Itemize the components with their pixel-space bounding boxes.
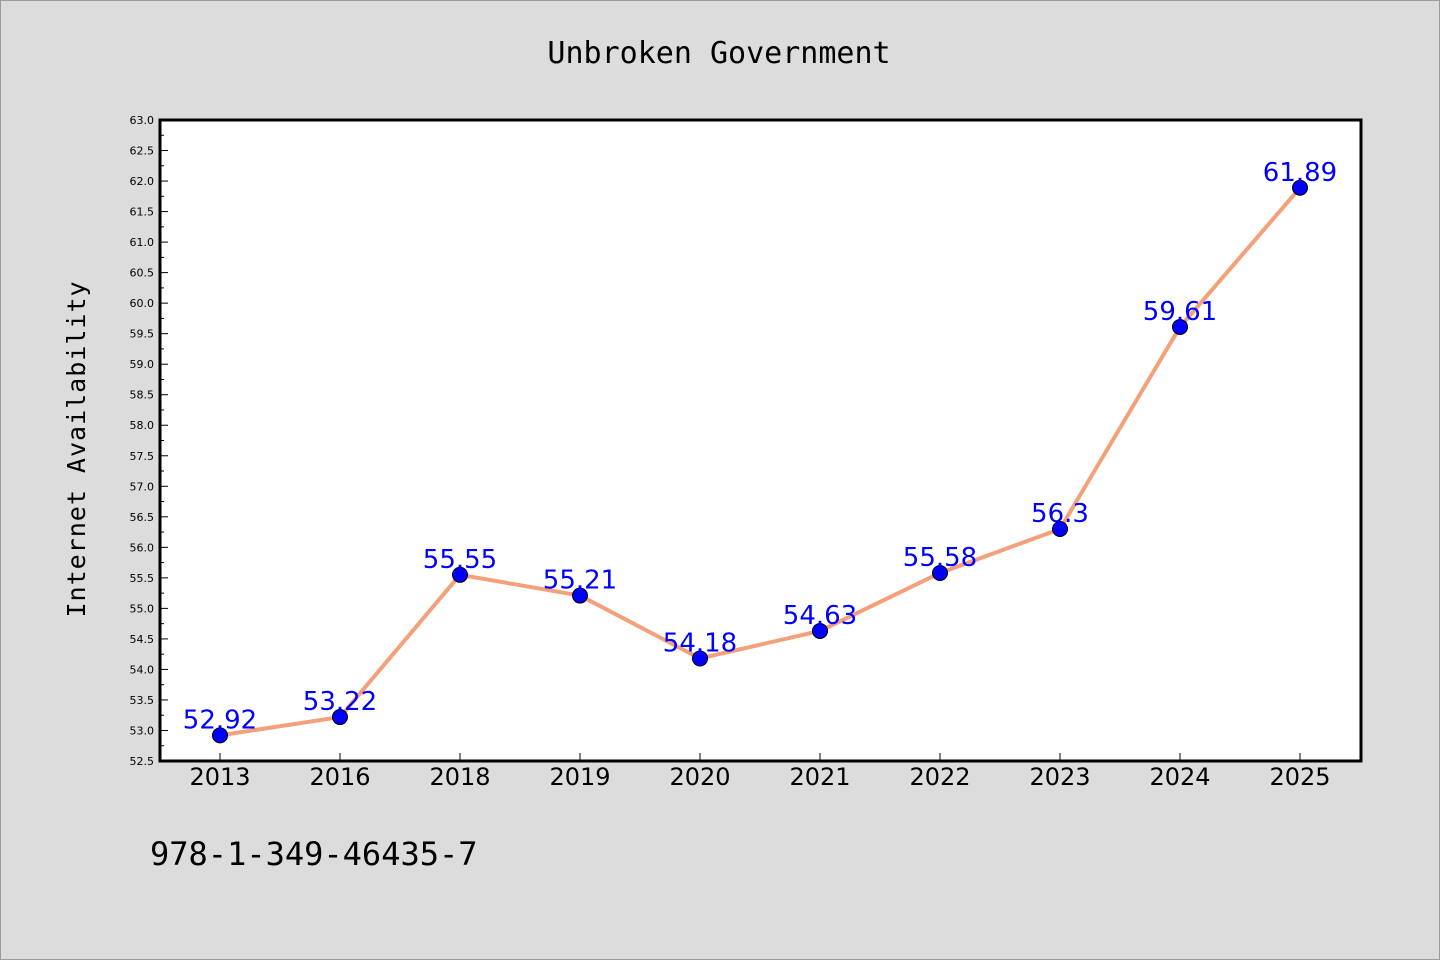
x-axis-ticks: 2013 2016 2018 2019 2020 2021 2022 2023 2024 2025 (189, 753, 1331, 791)
y-tick-label: 54.5 (130, 633, 155, 646)
y-tick-label: 62.5 (130, 145, 155, 158)
series-line (218, 185, 1302, 738)
y-tick-label: 53.0 (130, 724, 155, 737)
x-tick-label: 2019 (549, 763, 610, 791)
data-label: 52.92 (183, 705, 257, 735)
data-label: 54.18 (663, 628, 737, 658)
y-tick-label: 58.0 (130, 419, 155, 432)
y-tick-label: 54.0 (130, 663, 155, 676)
data-labels-group: 52.92 53.22 55.55 55.21 54.18 54.63 55.58 56.3 5… (183, 158, 1337, 736)
y-tick-label: 55.5 (130, 572, 155, 585)
x-tick-label: 2013 (189, 763, 250, 791)
x-tick-label: 2021 (789, 763, 850, 791)
isbn-footer: 978-1-349-46435-7 (150, 835, 478, 873)
y-tick-label: 59.5 (130, 328, 155, 341)
data-label: 55.58 (903, 543, 977, 573)
x-tick-label: 2023 (1029, 763, 1090, 791)
data-point-marker (452, 566, 468, 583)
x-tick-label: 2020 (669, 763, 730, 791)
y-tick-label: 55.0 (130, 602, 155, 615)
plot-area (158, 118, 1363, 763)
y-tick-label: 52.5 (130, 755, 155, 768)
y-tick-label: 60.5 (130, 267, 155, 280)
series-line-group (212, 179, 1308, 744)
y-tick-label: 57.0 (130, 480, 155, 493)
data-point-marker (1172, 318, 1188, 335)
y-tick-label: 62.0 (130, 175, 155, 188)
chart-title: Unbroken Government (547, 36, 890, 71)
data-label: 61.89 (1263, 158, 1337, 188)
y-tick-label: 59.0 (130, 358, 155, 371)
data-point-marker (212, 727, 228, 744)
y-tick-label: 53.5 (130, 694, 155, 707)
y-tick-label: 58.5 (130, 389, 155, 402)
data-label: 59.61 (1143, 297, 1217, 327)
y-tick-label: 61.0 (130, 236, 155, 249)
y-tick-label: 61.5 (130, 206, 155, 219)
data-point-marker (692, 650, 708, 667)
y-tick-label: 56.0 (130, 541, 155, 554)
data-point-marker (812, 622, 828, 639)
data-label: 54.63 (783, 601, 857, 631)
data-point-marker (1292, 179, 1308, 196)
x-tick-label: 2025 (1269, 763, 1330, 791)
x-tick-label: 2024 (1149, 763, 1210, 791)
data-point-marker (1052, 521, 1068, 538)
x-tick-label: 2022 (909, 763, 970, 791)
data-point-marker (572, 587, 588, 604)
y-tick-label: 63.0 (130, 114, 155, 127)
data-label: 53.22 (303, 687, 377, 717)
y-tick-label: 56.5 (130, 511, 155, 524)
y-tick-label: 60.0 (130, 297, 155, 310)
data-label: 55.21 (543, 566, 617, 596)
x-tick-label: 2016 (309, 763, 370, 791)
y-axis-label: Internet Availability (62, 280, 91, 617)
data-label: 55.55 (423, 545, 497, 575)
y-axis-ticks: 52.5 53.0 53.5 54.0 54.5 55.0 55.5 56.0 56.5 57.0… (130, 114, 168, 768)
y-tick-label: 57.5 (130, 450, 155, 463)
data-point-marker (932, 564, 948, 581)
data-label: 56.3 (1031, 499, 1089, 529)
x-tick-label: 2018 (429, 763, 490, 791)
data-point-marker (332, 709, 348, 726)
